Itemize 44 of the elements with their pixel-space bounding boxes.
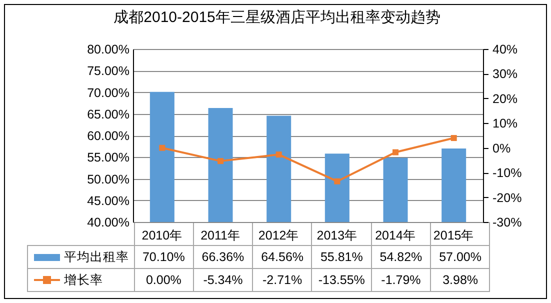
data-label: 54.82% [371,246,431,268]
data-label: -1.79% [371,268,431,292]
point [218,158,224,164]
data-label: 3.98% [430,268,490,292]
point [334,178,340,184]
y2-tick-label: -20% [492,190,522,205]
data-label: 66.36% [193,246,253,268]
data-label: 55.81% [312,246,372,268]
x-tick-label: 2012年 [258,228,300,242]
y2-tick-label: 0% [492,141,511,156]
x-tick-label: 2014年 [375,228,416,242]
x-tick-label: 2015年 [433,228,474,242]
y2-tick-label: 40% [492,42,518,56]
y2-tick-label: 30% [492,67,518,82]
y-tick-label: 40.00% [87,216,130,230]
y2-tick-label: -30% [492,216,522,230]
y-tick-label: 75.00% [87,64,130,78]
chart-title: 成都2010-2015年三星级酒店平均出租率变动趋势 [114,9,440,26]
data-label: -13.55% [312,268,372,292]
data-label: 70.10% [134,246,194,268]
y-tick-label: 65.00% [87,107,130,122]
point [159,144,166,151]
y-tick-label: 45.00% [87,194,130,208]
y-tick-label: 50.00% [87,172,130,186]
y2-tick-label: -10% [492,166,522,180]
data-label: 57.00% [430,246,490,268]
data-label: -2.71% [252,268,312,292]
legend-label: 增长率 [28,268,134,292]
data-label: 64.56% [252,246,312,268]
data-label: -5.34% [193,268,253,292]
y2-tick-label: 10% [492,116,518,131]
y-tick-label: 60.00% [87,129,130,143]
point [450,135,457,142]
legend-label: 平均出租率 [28,246,134,268]
x-tick-label: 2010年 [142,228,183,242]
x-tick-label: 2013年 [316,228,358,242]
data-label: 0.00% [134,268,194,292]
point [276,152,282,158]
y2-tick-label: 20% [492,92,518,106]
y-tick-label: 70.00% [87,86,130,100]
y-tick-label: 55.00% [87,150,130,165]
x-tick-label: 2011年 [200,228,240,242]
y-tick-label: 80.00% [87,42,130,56]
point [392,149,398,156]
